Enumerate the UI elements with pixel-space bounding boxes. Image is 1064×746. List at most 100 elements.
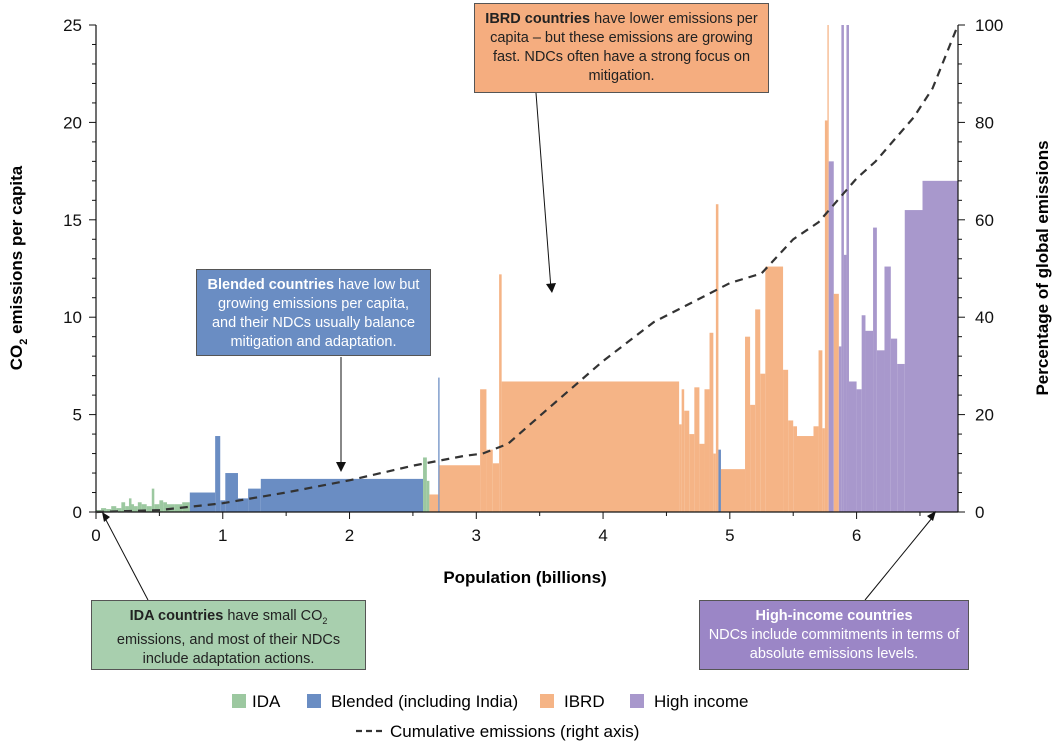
arrow-ibrd [535,92,552,290]
y2-tick-label: 80 [975,113,994,132]
bar-ibrd-43 [704,389,710,512]
bar-ibrd-41 [694,387,700,512]
callout-high-text: NDCs include commitments in terms of abs… [708,627,960,662]
legend-label-ida: IDA [252,692,281,711]
bar-ibrd-64 [833,293,839,512]
cumulative-emissions-line [95,24,960,514]
callout-blended-text: have low but growing emissions per capit… [211,277,420,350]
legend-swatch-blended [307,694,321,708]
bar-ida-12 [146,506,152,512]
bar-blended-47 [718,449,721,512]
bar-high-income-72 [865,330,874,512]
bar-high-income-65 [838,346,842,512]
bar-ibrd-32 [480,389,487,512]
bar-ibrd-58 [813,426,819,512]
bar-ibrd-50 [750,404,756,512]
bar-ibrd-35 [499,274,502,512]
y2-tick-label: 100 [975,16,1003,35]
bar-ibrd-54 [783,369,789,512]
bar-ibrd-34 [492,463,500,512]
bar-high-income-79 [922,180,958,512]
bar-ibrd-39 [684,410,690,512]
bar-ibrd-46 [715,204,719,512]
y-axis-label: CO2 emissions per capita [7,165,30,370]
bar-ibrd-37 [679,424,682,512]
bar-high-income-75 [884,266,891,512]
bar-ida-2 [106,509,112,512]
arrow-head-high [927,511,936,521]
bar-blended-30 [438,377,440,512]
callout-blended-title: Blended countries [207,277,335,293]
bar-blended-26 [260,478,424,512]
bar-ibrd-40 [689,434,695,512]
bar-high-income-74 [876,350,885,512]
bar-ibrd-55 [788,420,794,512]
x-tick-label: 6 [852,526,861,545]
bar-high-income-76 [890,338,898,512]
y2-tick-label: 40 [975,308,994,327]
bar-ibrd-53 [765,266,784,512]
bar-ida-28 [426,480,430,512]
bar-ida-14 [154,504,160,512]
bar-ida-3 [111,506,117,512]
bar-blended-21 [215,436,221,512]
bar-ida-11 [141,504,147,512]
bar-ibrd-44 [709,332,714,512]
bar-blended-23 [225,473,238,512]
bar-high-income-69 [848,381,857,512]
bar-ibrd-29 [429,494,439,512]
bar-ibrd-31 [439,465,481,512]
bar-high-income-67 [843,254,847,512]
bar-high-income-68 [846,25,849,512]
bar-ibrd-45 [713,453,716,512]
callout-ida-text2: emissions, and most of their NDCs includ… [116,631,341,667]
y-tick-label: 0 [73,503,82,522]
y-axis-label-rest: emissions per capita [7,165,26,338]
x-axis-label: Population (billions) [443,568,606,587]
x-tick-label: 0 [91,526,100,545]
y2-axis-label: Percentage of global emissions [1033,140,1052,395]
bar-ibrd-62 [827,25,829,512]
bar-ida-27 [423,457,427,512]
bar-ibrd-42 [699,443,705,512]
bar-ida-5 [121,502,126,512]
axes [89,24,965,519]
y-tick-label: 15 [63,211,82,230]
callout-ibrd-text: have lower emissions per capita – but th… [490,11,758,84]
callout-ida-title: IDA countries [129,608,224,624]
bar-ida-15 [159,500,164,512]
y2-tick-label: 0 [975,503,984,522]
legend-label-blended: Blended (including India) [331,692,518,711]
legend-swatch-ida [232,694,246,708]
callout-ida-sub: 2 [322,615,328,626]
bar-high-income-77 [897,363,905,512]
bar-series [96,25,958,513]
arrow-head-ibrd [546,283,556,293]
x-tick-label: 4 [598,526,607,545]
arrow-ida [105,519,149,601]
y-tick-label: 5 [73,406,82,425]
bar-ida-13 [151,488,155,512]
bar-ibrd-38 [681,389,685,512]
callout-ida: IDA countries have small CO2 emissions, … [91,600,366,670]
bar-blended-25 [248,488,261,512]
bar-ida-16 [163,502,167,512]
callout-ida-text1: have small CO [223,608,323,624]
annotation-arrows [102,92,936,601]
bar-ibrd-51 [755,309,761,512]
bar-ibrd-56 [793,426,798,512]
bar-ida-9 [134,506,138,512]
y-axis-label-co: CO [7,345,26,371]
legend-swatch-high [630,694,644,708]
x-tick-label: 1 [218,526,227,545]
arrow-high [864,517,933,601]
bar-ida-8 [131,504,135,512]
x-tick-label: 5 [725,526,734,545]
x-tick-label: 3 [472,526,481,545]
callout-high-income: High-income countries NDCs include commit… [699,600,969,670]
callout-blended: Blended countries have low but growing e… [196,269,431,356]
bar-ida-7 [128,498,132,512]
y2-tick-label: 20 [975,406,994,425]
